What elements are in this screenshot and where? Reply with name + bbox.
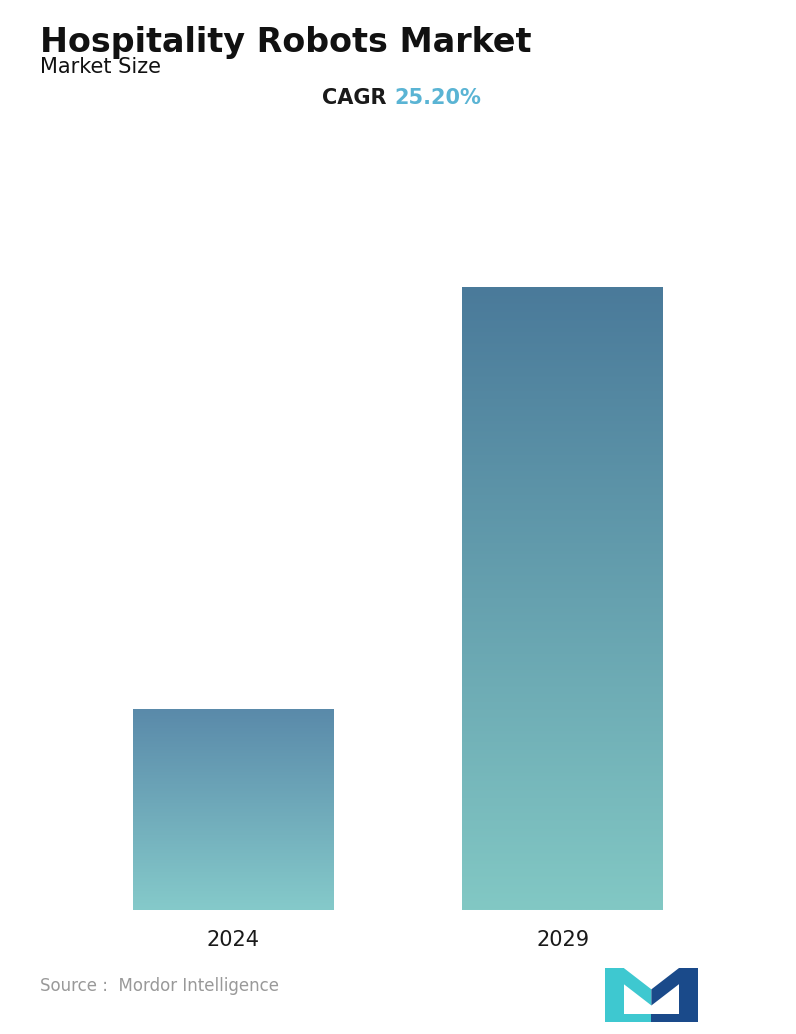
- Text: Source :  Mordor Intelligence: Source : Mordor Intelligence: [40, 977, 279, 995]
- Text: 25.20%: 25.20%: [394, 88, 481, 108]
- Text: Hospitality Robots Market: Hospitality Robots Market: [40, 26, 531, 59]
- Text: Market Size: Market Size: [40, 57, 161, 77]
- Text: CAGR: CAGR: [322, 88, 394, 108]
- Text: 2029: 2029: [537, 930, 589, 950]
- Text: 2024: 2024: [207, 930, 259, 950]
